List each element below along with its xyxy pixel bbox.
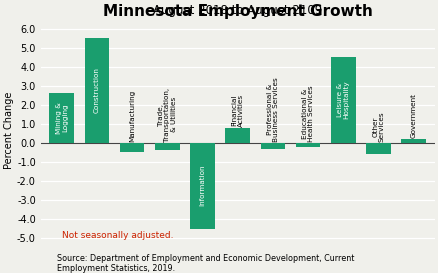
Text: Educational &
Health Services: Educational & Health Services	[301, 85, 314, 142]
Text: Manufacturing: Manufacturing	[129, 90, 135, 142]
Text: Trade,
Transportation,
& Utilities: Trade, Transportation, & Utilities	[158, 88, 177, 142]
Y-axis label: Percent Change: Percent Change	[4, 92, 14, 169]
Text: Financial
Activities: Financial Activities	[231, 93, 244, 126]
Title: Minnesota Employment Growth: Minnesota Employment Growth	[102, 4, 372, 19]
Text: August 2018 to August 2109: August 2018 to August 2109	[153, 4, 321, 17]
Bar	[85, 38, 109, 143]
Text: Government: Government	[410, 93, 416, 138]
Text: Not seasonally adjusted.: Not seasonally adjusted.	[62, 232, 173, 241]
Bar	[190, 143, 214, 229]
Bar	[330, 57, 355, 143]
Bar	[120, 143, 144, 152]
Text: Source: Department of Employment and Economic Development, Current
Employment St: Source: Department of Employment and Eco…	[57, 254, 353, 273]
Bar	[260, 143, 285, 149]
Bar	[400, 139, 425, 143]
Bar	[295, 143, 320, 147]
Bar	[49, 93, 74, 143]
Text: Leisure &
Hospitality: Leisure & Hospitality	[336, 81, 349, 119]
Bar	[155, 143, 179, 150]
Bar	[365, 143, 390, 154]
Text: Professional &
Business Services: Professional & Business Services	[266, 77, 279, 142]
Text: Construction: Construction	[94, 68, 100, 114]
Text: Information: Information	[199, 165, 205, 206]
Text: Other
Services: Other Services	[371, 111, 384, 142]
Bar	[225, 128, 250, 143]
Text: Mining &
Logging: Mining & Logging	[56, 102, 68, 134]
